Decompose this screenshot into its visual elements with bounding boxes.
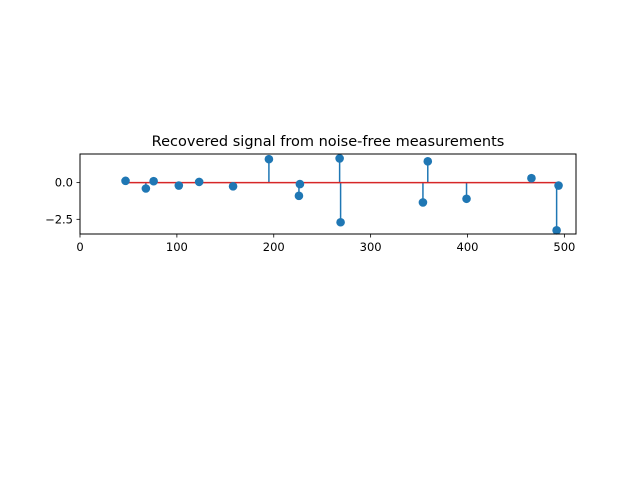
stem-marker-9 xyxy=(335,154,344,163)
stem-marker-4 xyxy=(194,177,204,187)
chart-title: Recovered signal from noise-free measure… xyxy=(152,134,505,150)
y-tick-label-0: 0.0 xyxy=(55,176,73,190)
stem-marker-10 xyxy=(336,217,345,227)
stem-marker-15 xyxy=(552,226,561,235)
x-tick-label-5: 500 xyxy=(553,240,575,254)
y-axis: 0.0 −2.5 xyxy=(45,176,80,226)
x-tick-label-4: 400 xyxy=(457,240,479,254)
stem-marker-16 xyxy=(554,181,563,190)
stem-marker-0 xyxy=(121,176,130,186)
stem-marker-12 xyxy=(423,157,433,166)
y-tick-label-1: −2.5 xyxy=(45,212,73,226)
stem-marker-13 xyxy=(462,194,471,204)
stem-marker-14 xyxy=(527,173,536,183)
axes-frame xyxy=(79,153,577,235)
stem-marker-2 xyxy=(149,176,158,186)
stem-marker-1 xyxy=(141,184,151,193)
plot-area xyxy=(121,154,563,235)
stem-marker-7 xyxy=(294,191,304,201)
stem-marker-5 xyxy=(228,181,238,191)
stem-marker-6 xyxy=(264,154,274,164)
stem-marker-8 xyxy=(295,179,305,189)
stem-marker-11 xyxy=(418,198,428,207)
x-tick-label-0: 0 xyxy=(76,240,83,254)
x-tick-label-1: 100 xyxy=(166,240,188,254)
stem-marker-3 xyxy=(174,181,184,190)
x-tick-label-3: 300 xyxy=(360,240,382,254)
x-tick-label-2: 200 xyxy=(263,240,285,254)
x-axis: 0 100 200 300 400 500 xyxy=(76,234,575,254)
